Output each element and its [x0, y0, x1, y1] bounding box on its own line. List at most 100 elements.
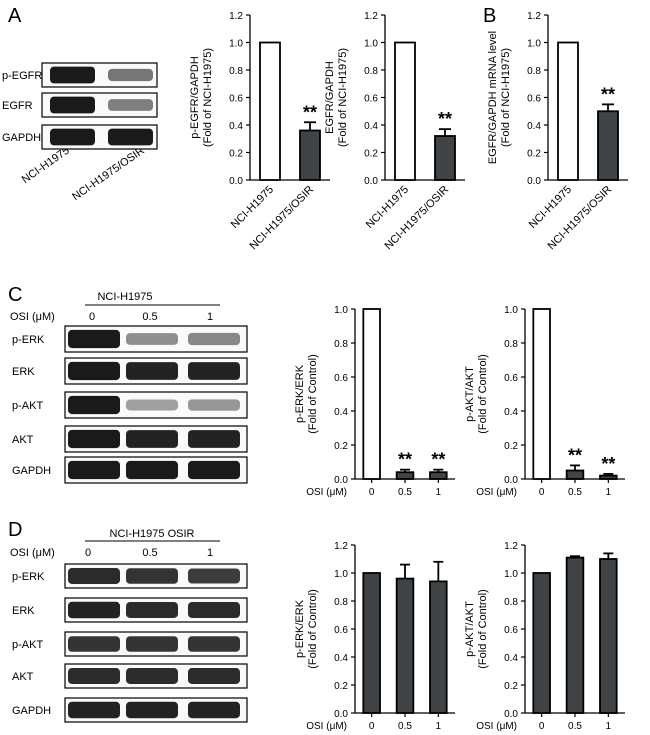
y-tick-label: 0.4 [504, 653, 518, 664]
blot-row: ERK [12, 357, 248, 385]
blot-row: p-ERK [12, 325, 248, 353]
blot-label: AKT [12, 671, 34, 683]
blot-band [126, 333, 178, 345]
blot-band [188, 602, 240, 618]
bar-charts: 0.0 0.2 0.4 0.6 0.8 1.0 1.2 p-EGFR/GAPDH(Fold o… [189, 11, 628, 732]
y-tick-label: 0.4 [334, 407, 348, 418]
significance-label: ** [438, 109, 452, 129]
significance-label: ** [398, 450, 412, 470]
blot-band [126, 602, 178, 618]
blot-label: p-EGFR [2, 70, 42, 82]
blot-band [126, 568, 178, 584]
blot-band [68, 361, 120, 381]
y-tick-label: 0.2 [364, 149, 378, 160]
x-tick-label: 0.5 [398, 487, 412, 498]
bar [532, 308, 551, 480]
y-tick-label: 1.2 [334, 541, 348, 552]
bar-chart-7: 0.0 0.2 0.4 0.6 0.8 1.0 1.2 p-AKT/AKT(Fold of C… [464, 541, 625, 732]
panel-letter-c: C [8, 284, 22, 306]
y-tick-label: 0.6 [334, 625, 348, 636]
blot-band [68, 636, 120, 652]
bar [395, 577, 415, 714]
x-tick-label: 0.5 [568, 721, 582, 732]
panel-letter-d: D [8, 519, 22, 541]
blot-band [188, 430, 240, 448]
blot-band [68, 395, 120, 415]
bar [394, 41, 416, 181]
y-tick-label: 0.4 [364, 121, 378, 132]
blot-band [68, 601, 120, 619]
blot-band [68, 668, 120, 684]
blot-label: ERK [12, 366, 35, 378]
x-tick-label: 1 [606, 721, 612, 732]
osi-label-c: OSI (μM) [10, 311, 55, 323]
y-tick-label: 0.2 [229, 149, 243, 160]
blot-band [188, 568, 240, 584]
blot-row: GAPDH [2, 124, 158, 150]
y-tick-label: 0.8 [364, 66, 378, 77]
y-tick-label: 0.2 [504, 441, 518, 452]
blot-label: p-ERK [12, 571, 45, 583]
blot-band [126, 430, 178, 448]
panel-letter-a: A [8, 5, 22, 27]
y-tick-label: 1.0 [229, 39, 243, 50]
y-tick-label: 0.4 [229, 121, 243, 132]
blot-band [68, 429, 120, 449]
blot-band [126, 668, 178, 684]
y-tick-label: 0.4 [334, 653, 348, 664]
blot-band [126, 460, 178, 480]
blot-band [50, 96, 95, 114]
bar [597, 110, 619, 181]
x-axis-label: OSI (μM) [476, 487, 517, 498]
significance-label: ** [568, 445, 582, 465]
y-tick-label: 0.4 [504, 407, 518, 418]
y-tick-label: 0.6 [504, 625, 518, 636]
y-tick-label: 0.8 [334, 339, 348, 350]
x-axis-label: OSI (μM) [306, 721, 347, 732]
dose-label-c: 0 [89, 311, 95, 323]
dose-label-c: 0.5 [142, 311, 157, 323]
blot-row: AKT [12, 663, 248, 689]
blot-band [108, 68, 153, 82]
blot-label: p-ERK [12, 334, 45, 346]
blot-band [68, 701, 120, 719]
significance-label: ** [601, 454, 615, 474]
dose-label-d: 0 [85, 547, 91, 559]
blot-band [126, 701, 178, 719]
blot-row: AKT [12, 425, 248, 453]
y-tick-label: 1.2 [229, 11, 243, 22]
bar [599, 474, 618, 480]
cell-line-label-c: NCI-H1975 [97, 291, 152, 303]
y-axis-label: p-AKT/AKT(Fold of Control) [464, 589, 489, 668]
dose-label-d: 1 [207, 547, 213, 559]
blot-band [126, 362, 178, 380]
y-axis-label: p-ERK/ERK(Fold of Control) [294, 354, 319, 433]
y-axis-label: EGFR/GAPDH(Fold of NCI-H1975) [324, 48, 349, 147]
x-axis-label: OSI (μM) [306, 487, 347, 498]
blot-label: ERK [12, 605, 35, 617]
bar-chart-1: 0.0 0.2 0.4 0.6 0.8 1.0 1.2 p-EGFR/GAPDH(Fold o… [189, 11, 330, 252]
y-tick-label: 1.2 [364, 11, 378, 22]
y-tick-label: 0.2 [334, 441, 348, 452]
y-tick-label: 0.0 [229, 176, 243, 187]
bar [395, 471, 415, 480]
blot-lane-label: NCI-H1975 [20, 145, 72, 186]
bar-chart-5: 0.0 0.2 0.4 0.6 0.8 1.0 p-AKT/AKT(Fold of Cont… [464, 305, 625, 498]
y-tick-label: 0.6 [334, 373, 348, 384]
blot-band [126, 636, 178, 652]
y-axis-label: EGFR/GAPDH mRNA level(Fold of NCI-H1975) [487, 31, 512, 164]
blot-band [68, 329, 120, 349]
dose-label-c: 1 [207, 311, 213, 323]
y-tick-label: 1.2 [504, 541, 518, 552]
y-tick-label: 0.6 [364, 94, 378, 105]
blot-band [188, 332, 240, 346]
blot-label: AKT [12, 434, 34, 446]
bar [532, 572, 551, 714]
blot-row: p-EGFR [2, 62, 158, 88]
blot-label: p-AKT [12, 639, 43, 651]
x-tick-label: 0.5 [568, 487, 582, 498]
y-tick-label: 0.0 [504, 709, 518, 720]
y-axis-label: p-AKT/AKT(Fold of Control) [464, 354, 489, 433]
blot-band [108, 99, 153, 111]
